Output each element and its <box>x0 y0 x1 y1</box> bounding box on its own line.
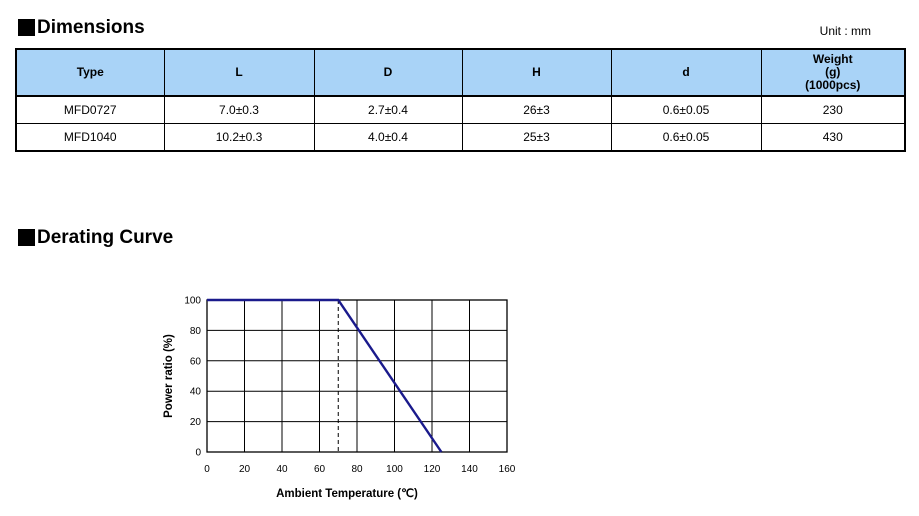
y-tick-label: 80 <box>190 326 202 337</box>
table-cell: 2.7±0.4 <box>313 95 463 124</box>
table-cell: 430 <box>760 123 906 152</box>
x-tick-label: 160 <box>499 464 516 475</box>
unit-label: Unit : mm <box>819 24 871 38</box>
y-tick-label: 0 <box>195 448 201 459</box>
table-cell: 4.0±0.4 <box>313 123 463 152</box>
y-tick-label: 20 <box>190 417 202 428</box>
table-cell: 230 <box>760 95 906 124</box>
x-tick-label: 40 <box>276 464 288 475</box>
derating-line <box>207 298 443 453</box>
x-tick-label: 120 <box>424 464 441 475</box>
derating-title: Derating Curve <box>37 227 174 248</box>
x-tick-label: 140 <box>461 464 478 475</box>
black-square-icon <box>18 19 35 36</box>
plot-frame <box>206 299 508 453</box>
y-axis-label: Power ratio (%) <box>163 334 175 418</box>
x-tick-label: 20 <box>239 464 251 475</box>
x-axis-label: Ambient Temperature (℃) <box>276 487 418 500</box>
table-cell: 25±3 <box>461 123 612 152</box>
header-l: L <box>163 48 315 97</box>
y-tick-label: 100 <box>184 296 201 307</box>
header-lead-d: d <box>610 48 762 97</box>
derating-heading: Derating Curve <box>18 228 173 247</box>
table-cell: 26±3 <box>461 95 612 124</box>
header-type: Type <box>15 48 165 97</box>
black-square-icon <box>18 229 35 246</box>
table-cell: 0.6±0.05 <box>610 123 762 152</box>
table-row: MFD1040 10.2±0.3 4.0±0.4 25±3 0.6±0.05 4… <box>15 123 906 152</box>
table-row: MFD0727 7.0±0.3 2.7±0.4 26±3 0.6±0.05 23… <box>15 95 906 124</box>
derating-chart: 0 20 40 60 80 100 120 140 160 0 20 40 60 80 100 Ambient… <box>163 296 516 501</box>
x-tick-label: 100 <box>386 464 403 475</box>
y-tick-label: 40 <box>190 387 202 398</box>
header-h: H <box>461 48 612 97</box>
dimensions-table: Type L D H d Weight (g) (1000pcs) MFD072… <box>15 48 906 152</box>
dimensions-heading: Dimensions <box>18 18 145 37</box>
y-tick-label: 60 <box>190 356 202 367</box>
x-tick-label: 60 <box>314 464 326 475</box>
table-cell: 0.6±0.05 <box>610 95 762 124</box>
x-tick-label: 0 <box>204 464 210 475</box>
header-d: D <box>313 48 463 97</box>
table-cell: 7.0±0.3 <box>163 95 315 124</box>
table-cell: MFD1040 <box>15 123 165 152</box>
header-weight: Weight (g) (1000pcs) <box>760 48 906 97</box>
dimensions-title: Dimensions <box>37 17 145 38</box>
table-cell: 10.2±0.3 <box>163 123 315 152</box>
x-tick-label: 80 <box>351 464 363 475</box>
table-cell: MFD0727 <box>15 95 165 124</box>
table-header-row: Type L D H d Weight (g) (1000pcs) <box>15 48 906 97</box>
